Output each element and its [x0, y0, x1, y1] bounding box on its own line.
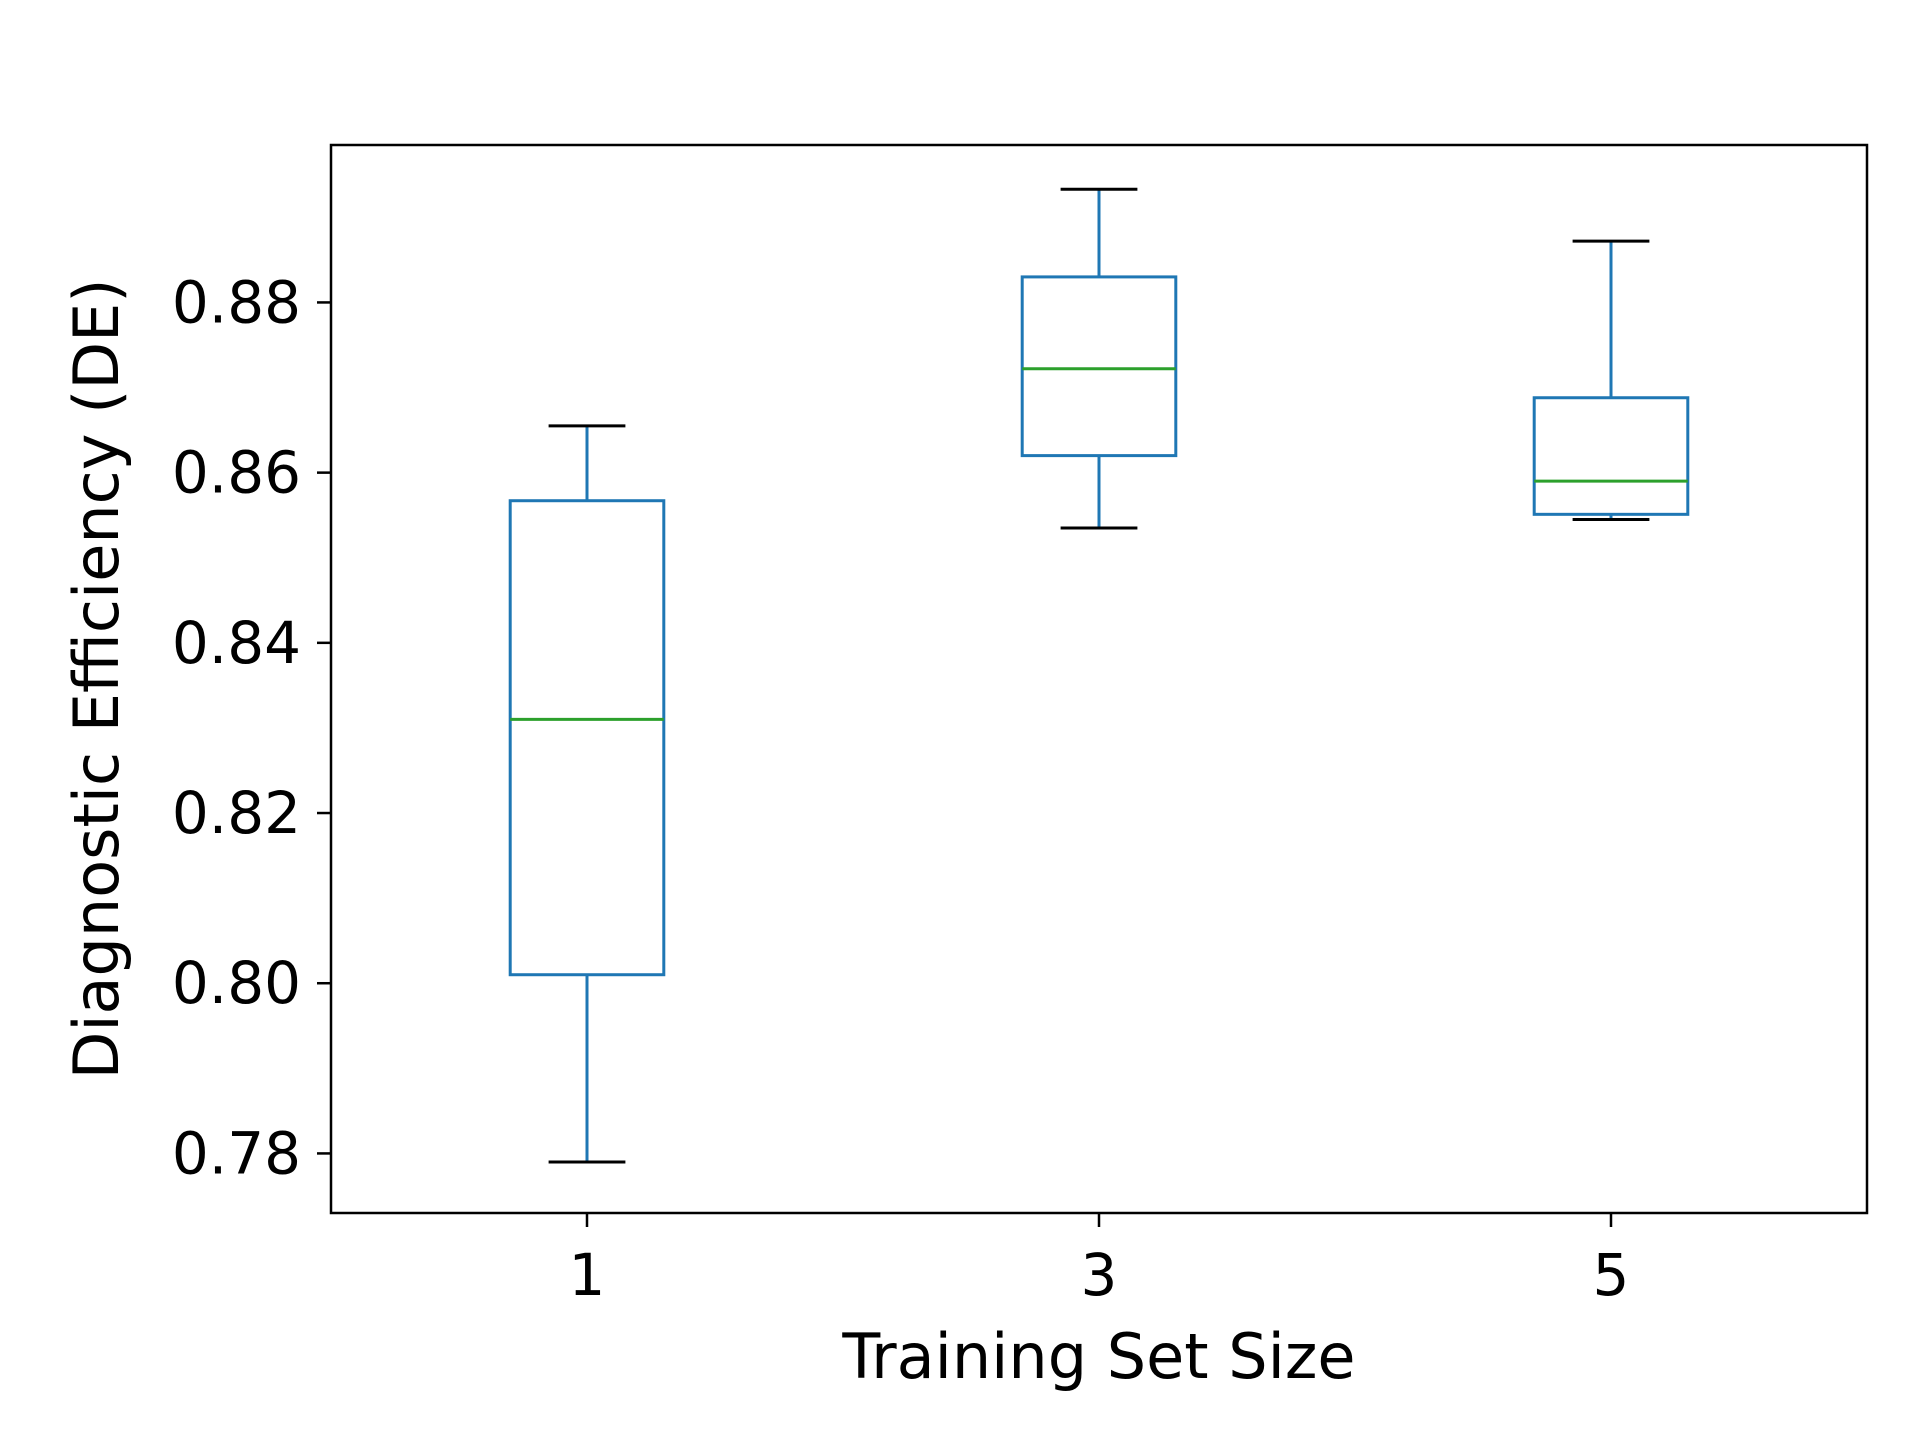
- box-iqr: [508, 499, 666, 977]
- y-tick-label: 0.80: [172, 949, 301, 1017]
- y-axis: 0.78 0.80 0.82 0.84 0.86 0.88: [172, 268, 331, 1187]
- y-tick-label: 0.88: [172, 268, 301, 336]
- x-tick-label: 1: [569, 1241, 606, 1309]
- box-group-5: [1532, 239, 1690, 521]
- x-axis: 1 3 5: [569, 1213, 1630, 1309]
- y-tick-label: 0.78: [172, 1119, 301, 1187]
- x-tick-label: 5: [1593, 1241, 1630, 1309]
- y-tick-label: 0.84: [172, 609, 301, 677]
- y-tick-label: 0.86: [172, 439, 301, 507]
- y-axis-label: Diagnostic Efficiency (DE): [60, 279, 133, 1080]
- box-group-1: [508, 424, 666, 1164]
- x-axis-label: Training Set Size: [841, 1320, 1355, 1393]
- boxes-layer: [508, 187, 1690, 1164]
- box-group-3: [1020, 187, 1178, 530]
- plot-area: [329, 143, 1869, 1215]
- y-tick-label: 0.82: [172, 779, 301, 847]
- x-tick-label: 3: [1081, 1241, 1118, 1309]
- box-iqr: [1532, 396, 1690, 516]
- box-iqr: [1020, 275, 1178, 458]
